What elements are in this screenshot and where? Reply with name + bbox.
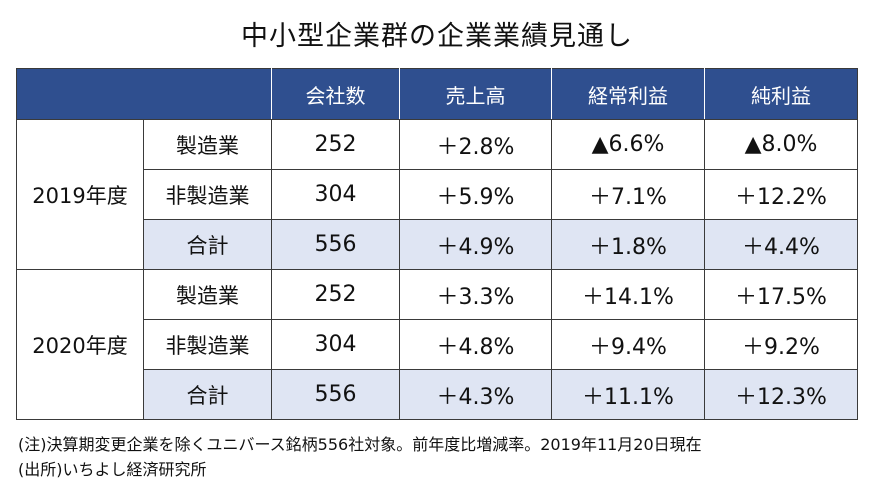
- source-line: (出所)いちよし経済研究所: [18, 460, 207, 479]
- table-row: 2019年度 製造業 252 ＋2.8% ▲6.6% ▲8.0%: [16, 119, 858, 270]
- header-sales: 売上高: [399, 68, 552, 120]
- table-row: 非製造業 304 ＋5.9% ＋7.1% ＋12.2%: [17, 169, 858, 220]
- ordinary-profit-cell: ▲6.6%: [551, 119, 705, 170]
- category-cell: 合計: [143, 219, 272, 270]
- header-blank: [16, 68, 272, 120]
- table-row: 非製造業 304 ＋4.8% ＋9.4% ＋9.2%: [17, 319, 858, 370]
- sales-cell: ＋5.9%: [399, 169, 552, 220]
- table-row-total: 合計 556 ＋4.9% ＋1.8% ＋4.4%: [17, 219, 858, 270]
- companies-cell: 252: [271, 119, 400, 170]
- page-title: 中小型企業群の企業業績見通し: [241, 21, 633, 52]
- companies-cell: 304: [271, 319, 400, 370]
- ordinary-profit-cell: ＋7.1%: [551, 169, 705, 220]
- ordinary-profit-cell: ＋14.1%: [551, 269, 705, 320]
- category-cell: 合計: [143, 369, 272, 420]
- ordinary-profit-cell: ＋9.4%: [551, 319, 705, 370]
- footnotes: (注)決算期変更企業を除くユニバース銘柄556社対象。前年度比増減率。2019年…: [18, 432, 702, 482]
- header-companies: 会社数: [271, 68, 400, 120]
- sales-cell: ＋3.3%: [399, 269, 552, 320]
- net-profit-cell: ＋12.3%: [704, 369, 858, 420]
- net-profit-cell: ＋17.5%: [704, 269, 858, 320]
- net-profit-cell: ▲8.0%: [704, 119, 858, 170]
- header-ordinary-profit: 経常利益: [551, 68, 705, 120]
- companies-cell: 556: [271, 219, 400, 270]
- net-profit-cell: ＋9.2%: [704, 319, 858, 370]
- category-cell: 製造業: [143, 269, 272, 320]
- sales-cell: ＋4.9%: [399, 219, 552, 270]
- header-net-profit: 純利益: [704, 68, 858, 120]
- sales-cell: ＋4.8%: [399, 319, 552, 370]
- companies-cell: 556: [271, 369, 400, 420]
- net-profit-cell: ＋4.4%: [704, 219, 858, 270]
- sales-cell: ＋2.8%: [399, 119, 552, 170]
- ordinary-profit-cell: ＋1.8%: [551, 219, 705, 270]
- year-label: 2019年度: [16, 119, 144, 270]
- sales-cell: ＋4.3%: [399, 369, 552, 420]
- year-label: 2020年度: [16, 269, 144, 420]
- category-cell: 非製造業: [143, 319, 272, 370]
- category-cell: 製造業: [143, 119, 272, 170]
- earnings-table: 会社数 売上高 経常利益 純利益 2019年度 製造業 252 ＋2.8% ▲6…: [16, 68, 858, 420]
- table-row: 2020年度 製造業 252 ＋3.3% ＋14.1% ＋17.5%: [16, 269, 858, 420]
- table-header-row: 会社数 売上高 経常利益 純利益: [16, 68, 858, 120]
- companies-cell: 304: [271, 169, 400, 220]
- note-line: (注)決算期変更企業を除くユニバース銘柄556社対象。前年度比増減率。2019年…: [18, 435, 702, 454]
- category-cell: 非製造業: [143, 169, 272, 220]
- ordinary-profit-cell: ＋11.1%: [551, 369, 705, 420]
- companies-cell: 252: [271, 269, 400, 320]
- net-profit-cell: ＋12.2%: [704, 169, 858, 220]
- table-row-total: 合計 556 ＋4.3% ＋11.1% ＋12.3%: [17, 369, 858, 420]
